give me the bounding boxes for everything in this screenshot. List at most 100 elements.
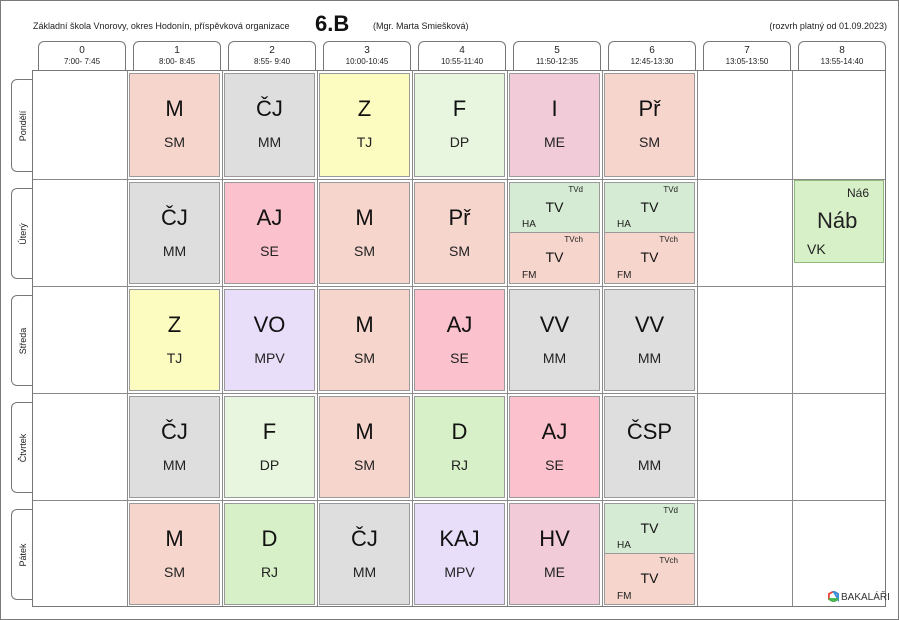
lesson-teacher: VK (807, 241, 826, 257)
grid-column-line (222, 71, 223, 606)
lesson-cell[interactable]: Př SM (414, 182, 505, 284)
grid-column-line (792, 71, 793, 606)
lesson-cell[interactable]: M SM (129, 503, 220, 605)
lesson-cell[interactable]: M SM (129, 73, 220, 177)
lesson-cell[interactable]: VV MM (509, 289, 600, 391)
lesson-split-cell[interactable]: TVd TV HA TVch TV FM (604, 182, 695, 284)
bakalari-logo-icon (828, 591, 839, 602)
lesson-teacher: FM (617, 270, 632, 281)
lesson-cell[interactable]: M SM (319, 396, 410, 498)
lesson-cell[interactable]: I ME (509, 73, 600, 177)
lesson-subject: M (165, 96, 184, 121)
day-label: Pondělí (17, 110, 28, 141)
lesson-cell[interactable]: AJ SE (414, 289, 505, 391)
lesson-teacher: SE (545, 457, 564, 473)
lesson-teacher: MM (637, 350, 662, 366)
lesson-subject: TV (640, 570, 659, 586)
lesson-subject: F (262, 419, 277, 444)
lesson-teacher: SE (450, 350, 469, 366)
lesson-group: TVch (659, 556, 678, 565)
school-name: Základní škola Vnorovy, okres Hodonín, p… (33, 21, 290, 31)
lesson-cell[interactable]: ČJ MM (129, 396, 220, 498)
lesson-cell[interactable]: AJ SE (509, 396, 600, 498)
lesson-group: TVd (568, 185, 583, 194)
lesson-subject: M (355, 419, 374, 444)
period-time: 11:50-12:35 (535, 57, 579, 66)
lesson-cell[interactable]: VO MPV (224, 289, 315, 391)
lesson-cell[interactable]: ČSP MM (604, 396, 695, 498)
period-time: 10:00-10:45 (345, 57, 389, 66)
lesson-cell[interactable]: AJ SE (224, 182, 315, 284)
lesson-subject: AJ (446, 312, 473, 337)
lesson-subject: KAJ (439, 526, 480, 551)
lesson-teacher: MM (257, 134, 282, 150)
period-header-3: 3 10:00-10:45 (323, 41, 411, 70)
lesson-teacher: MM (637, 457, 662, 473)
lesson-group-bottom[interactable]: TVch TV FM (510, 233, 599, 283)
lesson-cell[interactable]: KAJ MPV (414, 503, 505, 605)
lesson-subject: ČJ (161, 419, 188, 444)
period-number: 3 (364, 45, 370, 56)
lesson-cell[interactable]: Z TJ (129, 289, 220, 391)
period-header-0: 0 7:00- 7:45 (38, 41, 126, 70)
lesson-split-cell[interactable]: TVd TV HA TVch TV FM (509, 182, 600, 284)
period-number: 0 (79, 45, 85, 56)
lesson-subject: TV (640, 520, 659, 536)
lesson-subject: TV (640, 249, 659, 265)
lesson-split-cell[interactable]: TVd TV HA TVch TV FM (604, 503, 695, 605)
lesson-cell[interactable]: M SM (319, 289, 410, 391)
day-header-0: Pondělí (11, 79, 33, 172)
class-name: 6.B (315, 11, 350, 36)
lesson-group-bottom[interactable]: TVch TV FM (605, 554, 694, 604)
lesson-cell[interactable]: Z TJ (319, 73, 410, 177)
period-number: 7 (744, 45, 750, 56)
grid-column-line (602, 71, 603, 606)
lesson-teacher: HA (617, 219, 631, 230)
lesson-group: TVch (564, 235, 583, 244)
period-header-8: 8 13:55-14:40 (798, 41, 886, 70)
lesson-group-top[interactable]: TVd TV HA (605, 504, 694, 554)
lesson-group-top[interactable]: TVd TV HA (605, 183, 694, 233)
lesson-teacher: MPV (444, 564, 475, 580)
period-time: 8:55- 9:40 (253, 57, 291, 66)
lesson-cell[interactable]: D RJ (414, 396, 505, 498)
day-header-3: Čtvrtek (11, 402, 33, 493)
lesson-subject: TV (640, 199, 659, 215)
period-time: 8:00- 8:45 (158, 57, 196, 66)
period-header-4: 4 10:55-11:40 (418, 41, 506, 70)
grid-row-line (33, 286, 885, 287)
period-number: 5 (554, 45, 560, 56)
day-label: Čtvrtek (17, 433, 28, 462)
lesson-subject: AJ (541, 419, 568, 444)
lesson-cell[interactable]: ČJ MM (129, 182, 220, 284)
lesson-subject: VO (253, 312, 286, 337)
lesson-teacher: SM (164, 134, 185, 150)
period-header-6: 6 12:45-13:30 (608, 41, 696, 70)
day-header-2: Středa (11, 295, 33, 386)
lesson-cell[interactable]: Př SM (604, 73, 695, 177)
lesson-group-top[interactable]: TVd TV HA (510, 183, 599, 233)
lesson-teacher: MPV (254, 350, 285, 366)
lesson-teacher: TJ (356, 134, 373, 150)
lesson-cell[interactable]: M SM (319, 182, 410, 284)
lesson-teacher: SM (354, 350, 375, 366)
lesson-cell[interactable]: D RJ (224, 503, 315, 605)
lesson-extra-nab[interactable]: Ná6 Náb VK (794, 180, 884, 263)
period-number: 1 (174, 45, 180, 56)
grid-column-line (317, 71, 318, 606)
bakalari-logo: BAKALÁŘI (828, 591, 890, 603)
lesson-subject: ČJ (256, 96, 283, 121)
lesson-cell[interactable]: HV ME (509, 503, 600, 605)
timetable-grid (32, 70, 886, 607)
lesson-cell[interactable]: ČJ MM (224, 73, 315, 177)
lesson-subject: F (452, 96, 467, 121)
lesson-cell[interactable]: F DP (414, 73, 505, 177)
lesson-cell[interactable]: VV MM (604, 289, 695, 391)
lesson-group-bottom[interactable]: TVch TV FM (605, 233, 694, 283)
lesson-teacher: SM (449, 243, 470, 259)
grid-column-line (127, 71, 128, 606)
period-time: 13:55-14:40 (820, 57, 864, 66)
lesson-cell[interactable]: ČJ MM (319, 503, 410, 605)
grid-row-line (33, 179, 885, 180)
lesson-cell[interactable]: F DP (224, 396, 315, 498)
